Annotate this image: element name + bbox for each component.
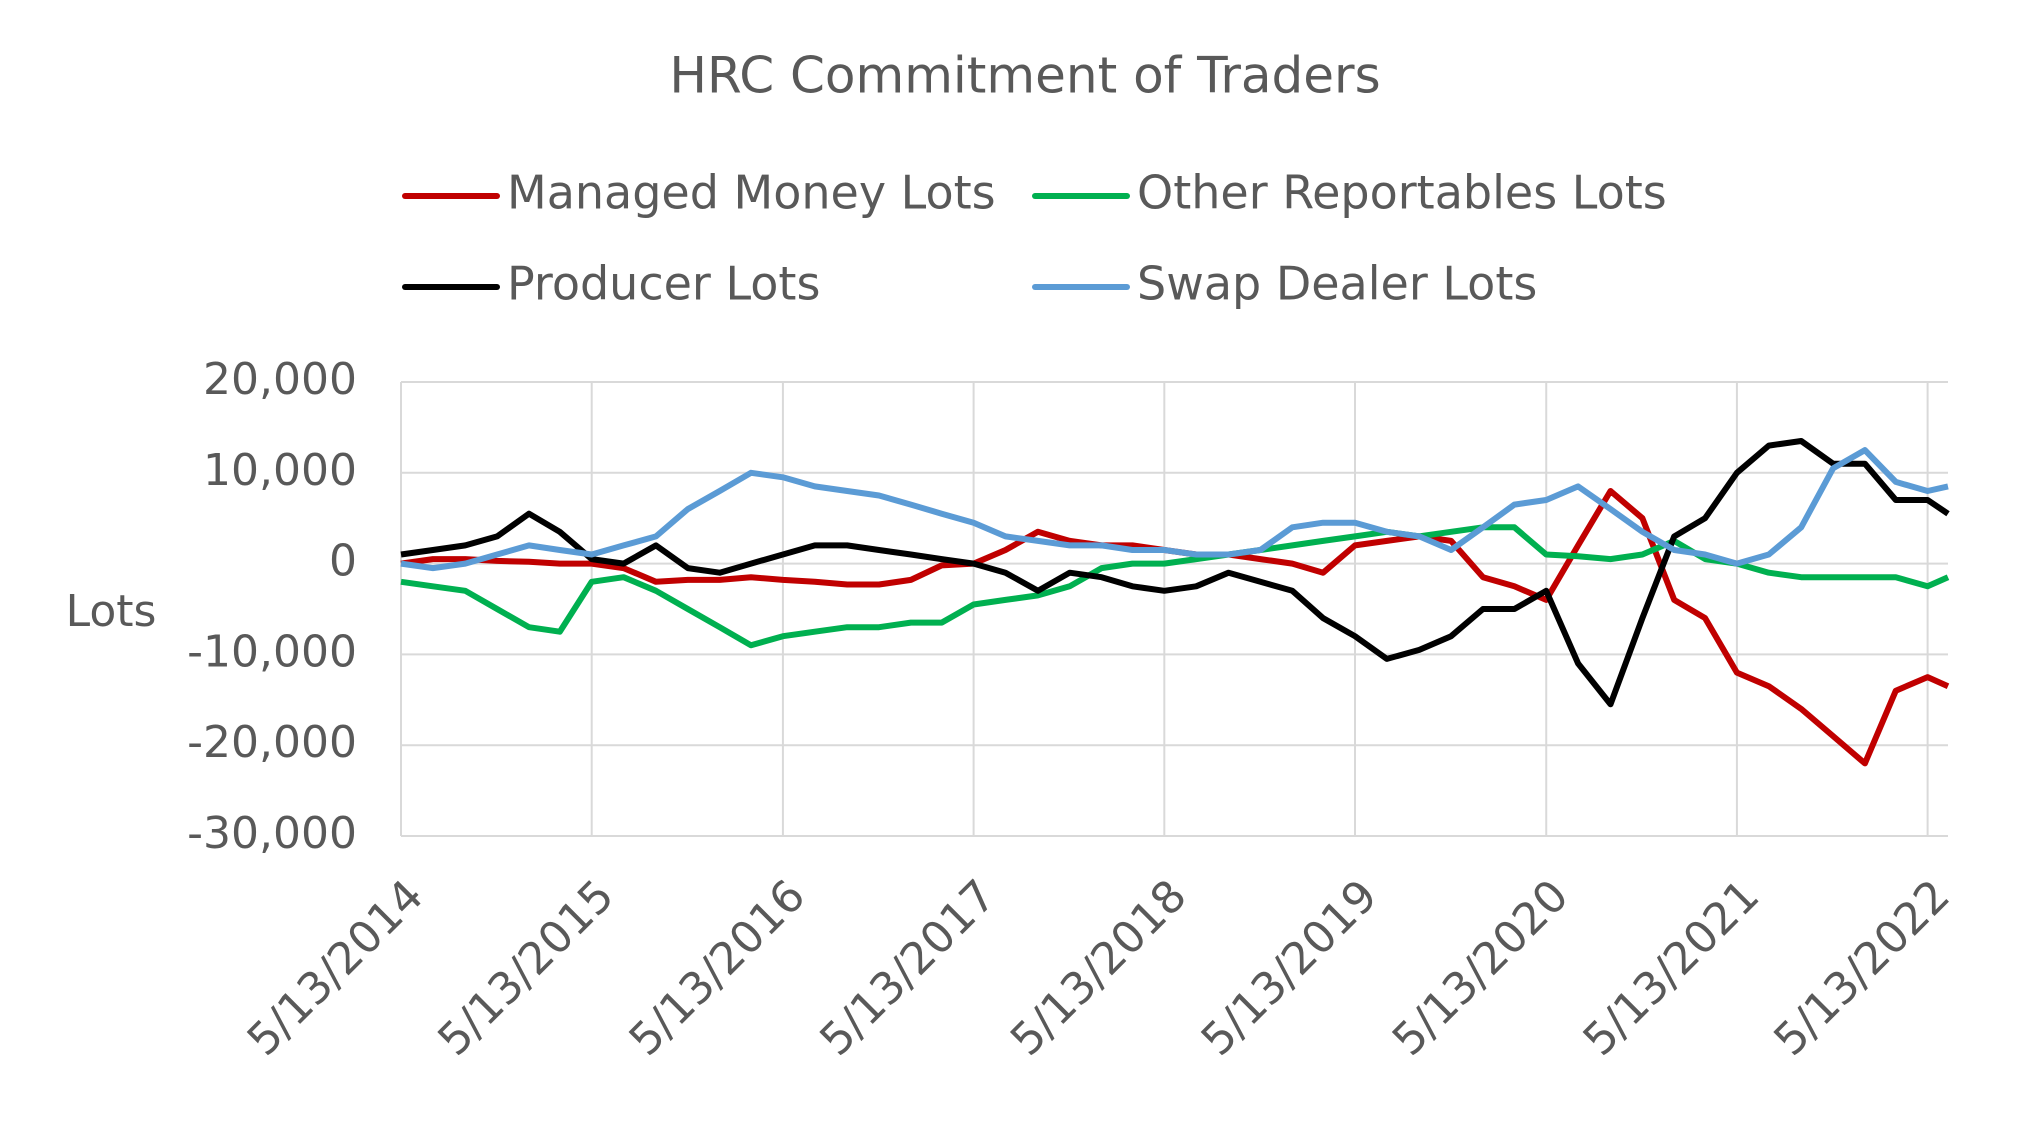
legend-label: Managed Money Lots — [507, 166, 996, 220]
series-line — [400, 447, 1949, 572]
series-line — [400, 438, 1950, 708]
y-tick-label: 10,000 — [203, 445, 357, 496]
y-tick-label: -10,000 — [187, 626, 357, 677]
legend-label: Swap Dealer Lots — [1137, 257, 1537, 311]
legend-label: Producer Lots — [507, 257, 820, 311]
y-tick-label: -20,000 — [187, 717, 357, 768]
chart-title: HRC Commitment of Traders — [669, 47, 1380, 105]
y-tick-label: -30,000 — [187, 808, 357, 859]
y-axis-label: Lots — [66, 586, 157, 637]
y-tick-label: 0 — [329, 536, 357, 587]
y-tick-label: 20,000 — [203, 354, 357, 405]
legend-label: Other Reportables Lots — [1137, 166, 1667, 220]
